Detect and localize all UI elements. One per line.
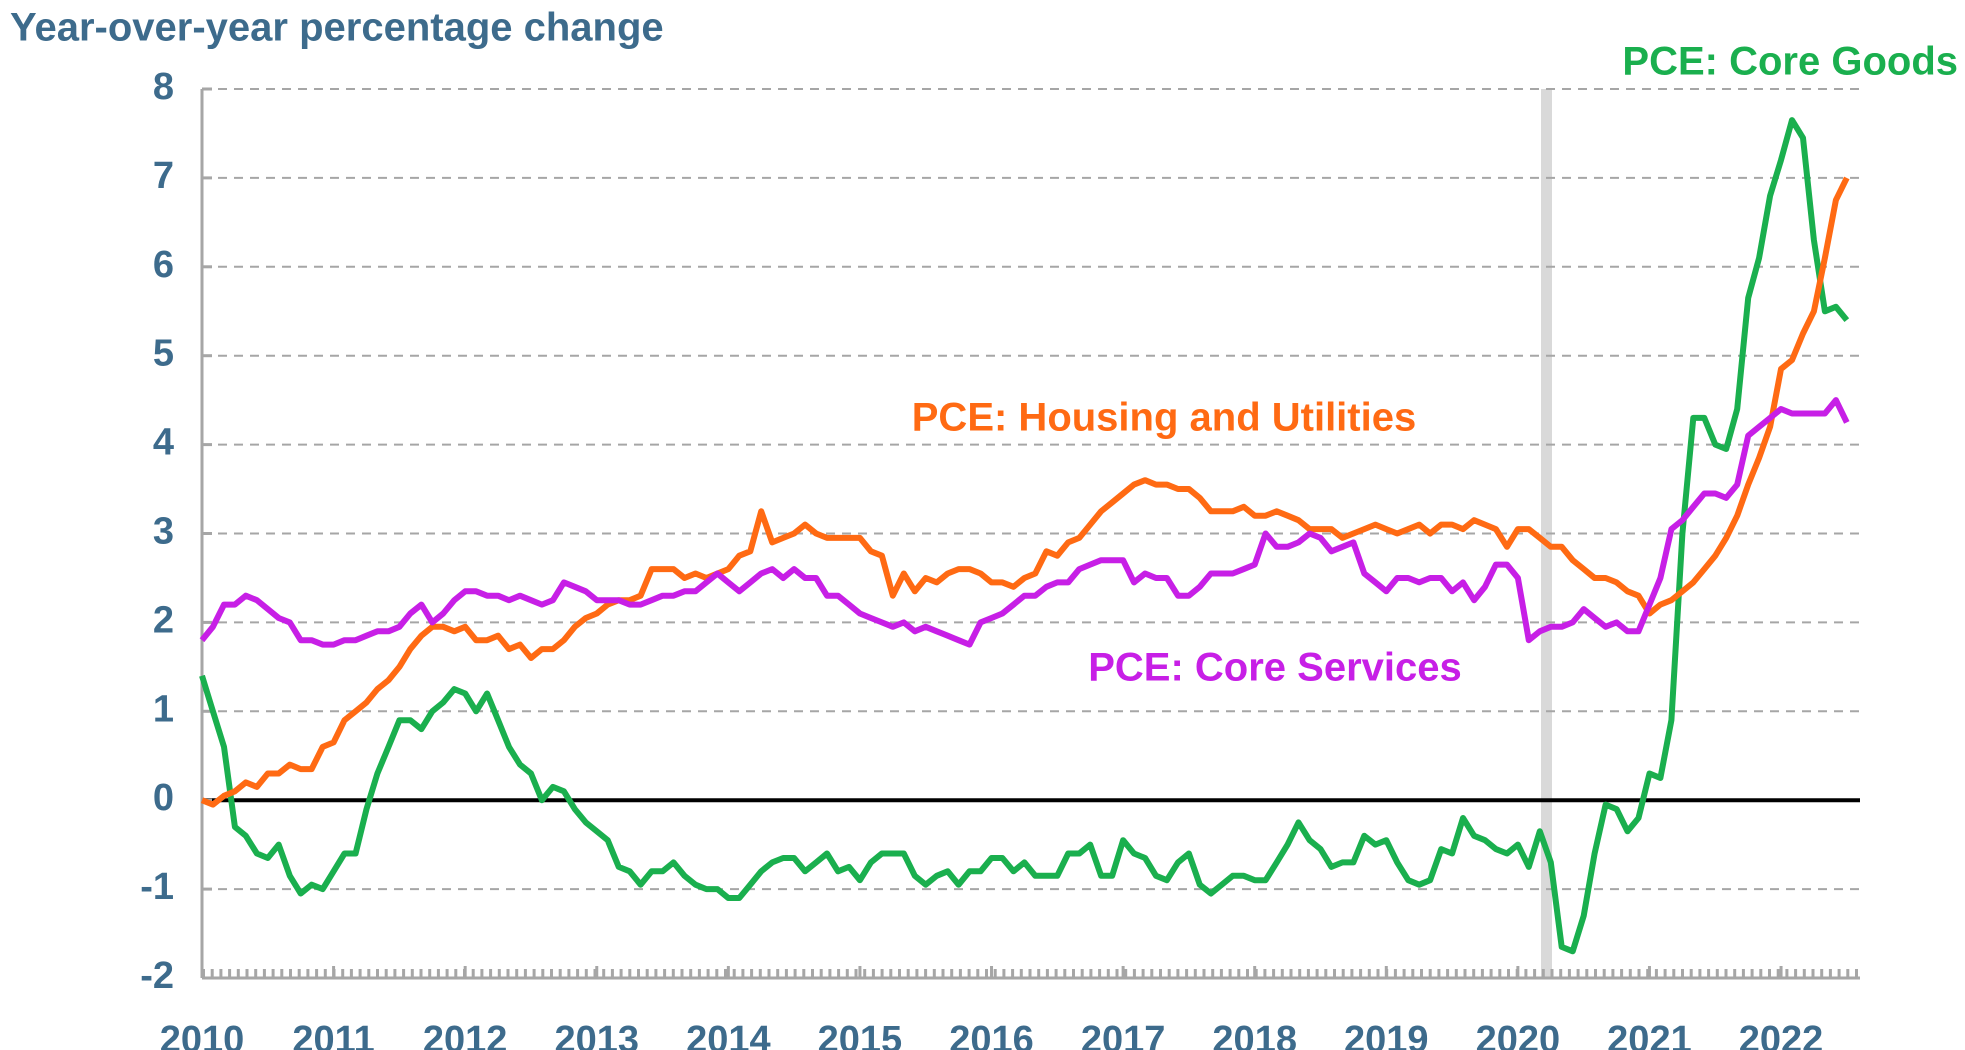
- x-tick-label: 2013: [554, 1019, 639, 1050]
- y-tick-label: 4: [153, 422, 174, 464]
- x-tick-label: 2015: [818, 1019, 903, 1050]
- y-tick-label: 8: [153, 66, 174, 108]
- y-tick-label: 0: [153, 777, 174, 819]
- series-line: [199, 397, 1850, 648]
- x-tick-label: 2014: [686, 1019, 771, 1050]
- y-tick-label: 1: [153, 688, 174, 730]
- series-label: PCE: Core Services: [1088, 646, 1462, 690]
- series-line: [200, 176, 1850, 808]
- series-line: [199, 117, 1850, 955]
- y-tick-label: 5: [153, 333, 174, 375]
- x-tick-label: 2012: [423, 1019, 508, 1050]
- x-tick-label: 2011: [292, 1019, 374, 1050]
- x-tick-label: 2020: [1476, 1019, 1561, 1050]
- series-label: PCE: Core Goods: [1622, 40, 1958, 84]
- x-tick-label: 2021: [1607, 1019, 1692, 1050]
- x-tick-label: 2010: [160, 1019, 245, 1050]
- y-tick-label: 7: [153, 155, 174, 197]
- x-tick-label: 2018: [1212, 1019, 1297, 1050]
- y-tick-label: -2: [140, 955, 174, 997]
- y-tick-label: -1: [140, 866, 174, 908]
- y-tick-label: 2: [153, 599, 174, 641]
- y-tick-label: 3: [153, 511, 174, 553]
- y-tick-label: 6: [153, 244, 174, 286]
- series-label: PCE: Housing and Utilities: [912, 396, 1416, 440]
- chart-title: Year-over-year percentage change: [10, 6, 664, 50]
- x-tick-label: 2016: [949, 1019, 1034, 1050]
- x-tick-label: 2017: [1081, 1019, 1166, 1050]
- x-tick-label: 2022: [1739, 1019, 1824, 1050]
- x-tick-label: 2019: [1344, 1019, 1429, 1050]
